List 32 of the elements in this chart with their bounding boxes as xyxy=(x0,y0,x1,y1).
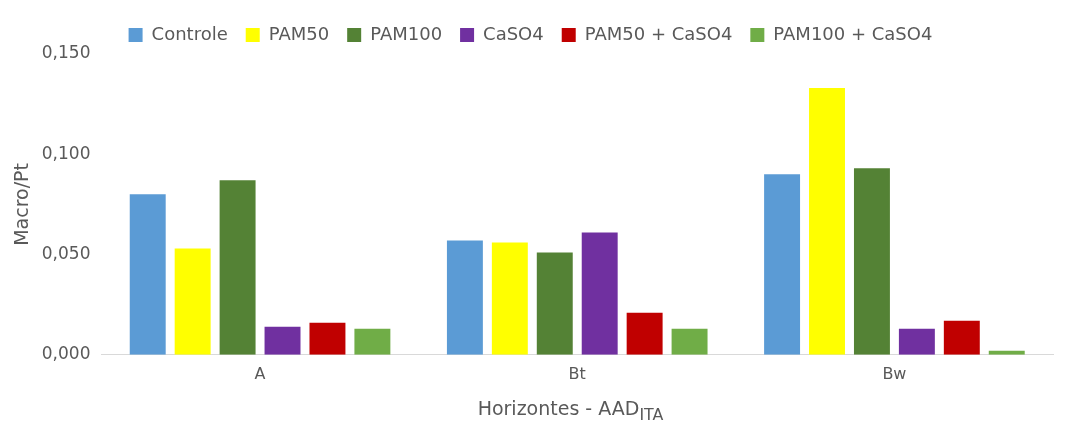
y-tick-label: 0,150 xyxy=(41,42,91,63)
bar xyxy=(354,328,391,355)
bar xyxy=(309,322,346,355)
bar xyxy=(943,320,980,355)
bar xyxy=(671,328,708,355)
bar xyxy=(536,252,573,355)
bar xyxy=(809,88,845,355)
x-axis-title: Horizontes - AAD$_{ITA}$ xyxy=(476,397,665,424)
bar xyxy=(174,248,211,355)
x-tick-label: Bt xyxy=(568,363,586,383)
bar xyxy=(898,328,935,355)
legend-label: PAM100 xyxy=(370,22,443,44)
bar xyxy=(626,312,663,355)
bar xyxy=(764,174,801,355)
y-tick-label: 0,050 xyxy=(41,242,91,263)
legend-label: Controle xyxy=(151,22,228,44)
bar xyxy=(264,326,301,355)
bar xyxy=(446,240,483,355)
bar xyxy=(853,168,890,355)
y-axis-title: Macro/Pt xyxy=(10,162,33,246)
legend-label: PAM100 + CaSO4 xyxy=(773,22,933,44)
bar xyxy=(219,180,256,355)
bar xyxy=(491,242,528,355)
legend-label: CaSO4 xyxy=(483,22,544,44)
bar xyxy=(581,232,618,355)
bar xyxy=(129,194,166,355)
legend-label: PAM50 + CaSO4 xyxy=(584,22,733,44)
y-tick-label: 0,100 xyxy=(41,142,91,163)
legend-label: PAM50 xyxy=(268,22,330,44)
x-tick-label: Bw xyxy=(882,363,907,383)
y-tick-label: 0,000 xyxy=(41,343,91,364)
x-tick-label: A xyxy=(254,363,266,383)
